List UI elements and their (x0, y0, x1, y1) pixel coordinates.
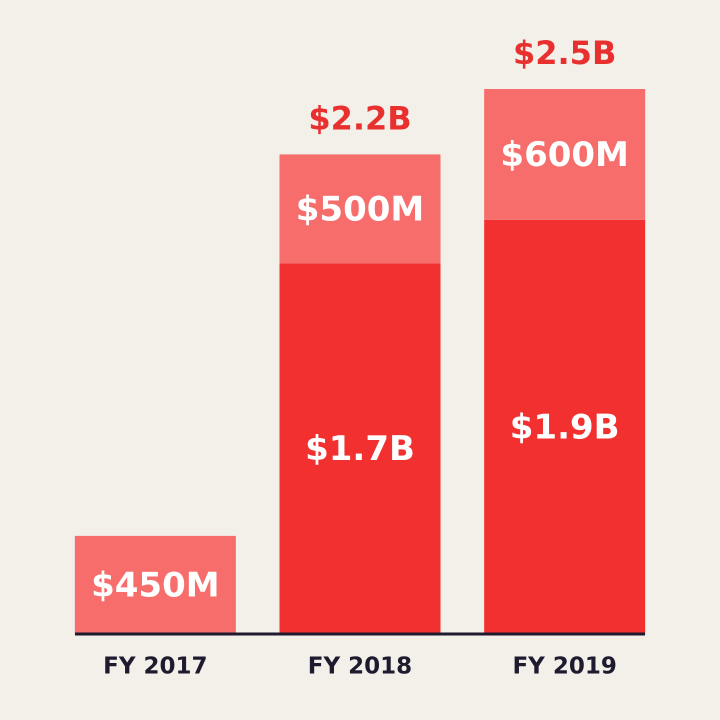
bar-segment (74, 535, 236, 634)
x-tick-label: FY 2017 (103, 654, 207, 680)
value-label: $600M (500, 135, 628, 175)
bar-segment (279, 263, 441, 634)
x-tick-label: FY 2018 (308, 654, 412, 680)
value-label: $1.9B (510, 407, 620, 447)
value-label: $1.7B (305, 429, 415, 469)
x-tick-label: FY 2019 (512, 654, 616, 680)
value-label: $500M (296, 189, 424, 229)
bar-segment (279, 154, 441, 264)
value-label: $450M (91, 565, 219, 605)
total-label: $2.5B (513, 34, 616, 72)
bar-segment (484, 89, 646, 220)
bar-segment (484, 219, 646, 635)
total-label: $2.2B (308, 99, 411, 137)
